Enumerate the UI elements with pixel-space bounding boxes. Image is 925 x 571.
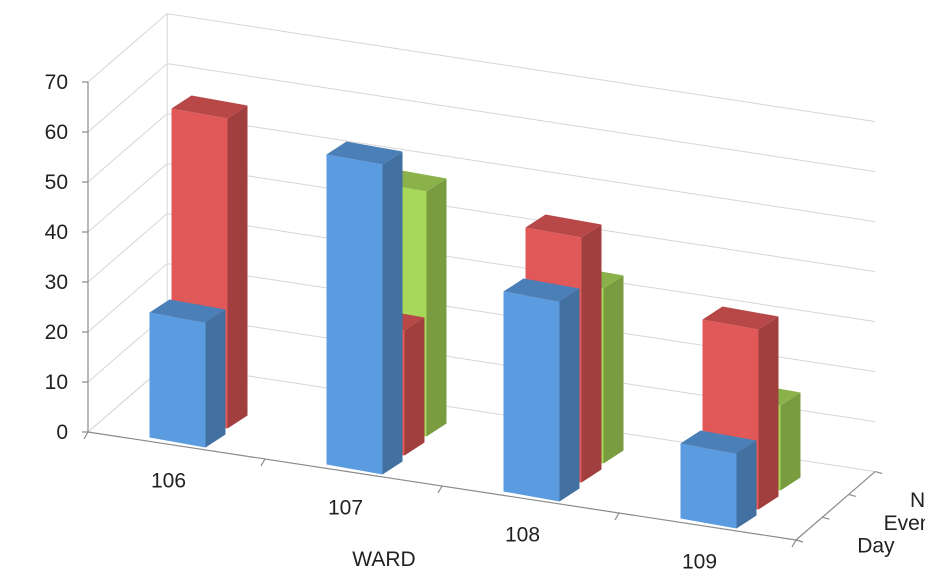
bar-side-face [404, 317, 425, 456]
y-tick-label: 10 [45, 371, 68, 394]
bars [149, 95, 801, 529]
category-label: 106 [151, 470, 186, 493]
gridlines [87, 13, 876, 473]
y-tick-label: 70 [45, 71, 68, 94]
bar-front-face [503, 291, 560, 502]
bar-top-face [326, 141, 403, 165]
y-tick-label: 20 [45, 321, 68, 344]
x-tick-mark [83, 431, 89, 440]
depth-tick-mark [822, 516, 830, 520]
bar-top-face [503, 278, 580, 302]
bar-top-face [702, 306, 779, 330]
bar-side-face [227, 105, 248, 429]
bar-side-face [581, 224, 602, 483]
axes [82, 81, 883, 548]
bar-side-face [758, 316, 779, 510]
bar-top-face [680, 430, 757, 454]
x-tick-mark [260, 458, 266, 467]
x-axis-title: WARD [352, 548, 415, 571]
bar-top-face [149, 299, 226, 323]
y-tick-label: 50 [45, 171, 68, 194]
x-tick-mark [791, 539, 797, 548]
depth-tick-mark [875, 471, 883, 475]
bar [326, 141, 403, 475]
y-tick-label: 30 [45, 271, 68, 294]
y-tick-label: 40 [45, 221, 68, 244]
series-label: Night [910, 489, 925, 512]
y-tick-label: 0 [56, 421, 68, 444]
depth-axis [795, 471, 876, 541]
bar-side-face [780, 392, 801, 491]
bar-side-face [736, 440, 757, 529]
bar-front-face [149, 312, 206, 448]
x-tick-mark [614, 512, 620, 521]
x-tick-mark [437, 485, 443, 494]
bar [503, 278, 580, 502]
series-depth-labels: DayEveningNight [857, 489, 925, 558]
y-tick-label: 60 [45, 121, 68, 144]
bar-top-face [525, 214, 602, 238]
y-tick-labels: 0 10 20 30 40 50 60 70 [45, 71, 68, 444]
bar-side-face [205, 309, 226, 448]
depth-tick-mark [848, 493, 856, 497]
category-label: 107 [328, 497, 363, 520]
category-labels: 106 107 108 109 [151, 470, 717, 571]
bar [149, 299, 226, 448]
depth-tick-mark [795, 539, 804, 543]
bar-side-face [426, 178, 447, 437]
bar-side-face [603, 275, 624, 464]
category-label: 109 [682, 551, 717, 571]
series-label: Day [857, 535, 895, 558]
category-label: 108 [505, 524, 540, 547]
bar [680, 430, 757, 529]
bar-front-face [680, 443, 737, 529]
bar-side-face [559, 288, 580, 502]
bar-side-face [382, 151, 403, 475]
series-label: Evening [884, 512, 925, 535]
bar-front-face [326, 154, 383, 475]
bar-top-face [171, 95, 248, 119]
